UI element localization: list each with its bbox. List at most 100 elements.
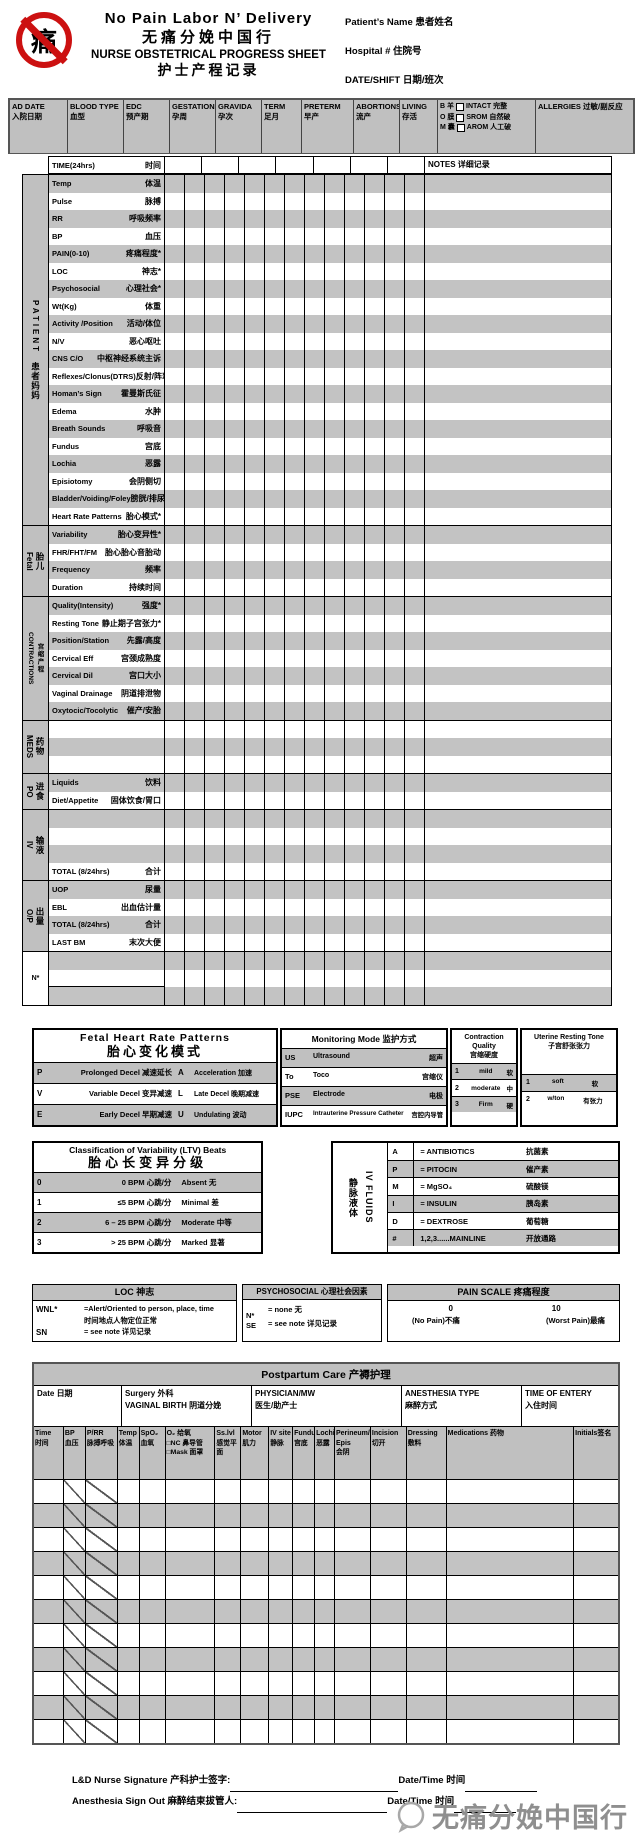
flowsheet-entry-cell[interactable] xyxy=(284,845,304,863)
flowsheet-entry-cell[interactable] xyxy=(224,702,244,720)
flowsheet-entry-cell[interactable] xyxy=(284,367,304,385)
postpartum-cell[interactable] xyxy=(63,1504,86,1528)
flowsheet-entry-cell[interactable] xyxy=(404,578,424,596)
flowsheet-entry-cell[interactable] xyxy=(324,578,344,596)
postpartum-cell[interactable] xyxy=(241,1648,270,1672)
flowsheet-entry-cell[interactable] xyxy=(324,315,344,333)
flowsheet-entry-cell[interactable] xyxy=(384,738,404,756)
flowsheet-entry-cell[interactable] xyxy=(344,350,364,368)
flowsheet-entry-cell[interactable] xyxy=(284,632,304,650)
postpartum-cell[interactable] xyxy=(293,1576,316,1600)
notes-entry-cell[interactable] xyxy=(424,845,611,863)
notes-entry-cell[interactable] xyxy=(424,262,611,280)
postpartum-cell[interactable] xyxy=(34,1600,64,1624)
notes-entry-cell[interactable] xyxy=(424,175,611,193)
flowsheet-entry-cell[interactable] xyxy=(244,280,264,298)
hospital-number-field[interactable]: Hospital # 住院号 xyxy=(345,46,422,57)
flowsheet-entry-cell[interactable] xyxy=(364,490,384,508)
postpartum-cell[interactable] xyxy=(447,1672,575,1696)
flowsheet-entry-cell[interactable] xyxy=(304,702,324,720)
admission-col-ad-date[interactable]: AD DATE 入院日期 xyxy=(10,100,68,153)
postpartum-cell[interactable] xyxy=(407,1600,447,1624)
postpartum-cell[interactable] xyxy=(371,1720,407,1744)
flowsheet-entry-cell[interactable] xyxy=(324,472,344,490)
postpartum-cell[interactable] xyxy=(269,1696,294,1720)
flowsheet-entry-cell[interactable] xyxy=(204,933,224,951)
flowsheet-entry-cell[interactable] xyxy=(404,526,424,544)
postpartum-cell[interactable] xyxy=(315,1552,335,1576)
notes-entry-cell[interactable] xyxy=(424,385,611,403)
flowsheet-entry-cell[interactable] xyxy=(204,297,224,315)
flowsheet-entry-cell[interactable] xyxy=(224,667,244,685)
flowsheet-entry-cell[interactable] xyxy=(164,916,184,934)
allergies-cell[interactable]: ALLERGIES 过敏/副反应 xyxy=(538,102,623,111)
flowsheet-entry-cell[interactable] xyxy=(244,881,264,899)
flowsheet-entry-cell[interactable] xyxy=(364,402,384,420)
flowsheet-entry-cell[interactable] xyxy=(304,315,324,333)
postpartum-cell[interactable] xyxy=(140,1504,166,1528)
flowsheet-entry-cell[interactable] xyxy=(164,472,184,490)
postpartum-cell[interactable] xyxy=(34,1720,64,1744)
postpartum-cell[interactable] xyxy=(85,1480,118,1504)
flowsheet-entry-cell[interactable] xyxy=(264,227,284,245)
flowsheet-entry-cell[interactable] xyxy=(384,720,404,738)
flowsheet-entry-cell[interactable] xyxy=(324,192,344,210)
flowsheet-entry-cell[interactable] xyxy=(384,791,404,809)
postpartum-cell[interactable] xyxy=(407,1720,447,1744)
postpartum-cell[interactable] xyxy=(241,1504,270,1528)
flowsheet-entry-cell[interactable] xyxy=(284,738,304,756)
postpartum-cell[interactable] xyxy=(166,1720,216,1744)
postpartum-cell[interactable] xyxy=(269,1624,294,1648)
flowsheet-entry-cell[interactable] xyxy=(244,437,264,455)
notes-entry-cell[interactable] xyxy=(424,969,611,987)
flowsheet-entry-cell[interactable] xyxy=(244,632,264,650)
flowsheet-entry-cell[interactable] xyxy=(244,597,264,615)
flowsheet-entry-cell[interactable] xyxy=(324,402,344,420)
flowsheet-entry-cell[interactable] xyxy=(364,987,384,1005)
flowsheet-entry-cell[interactable] xyxy=(184,472,204,490)
flowsheet-entry-cell[interactable] xyxy=(304,420,324,438)
flowsheet-entry-cell[interactable] xyxy=(404,280,424,298)
postpartum-cell[interactable] xyxy=(63,1576,86,1600)
flowsheet-entry-cell[interactable] xyxy=(284,791,304,809)
flowsheet-entry-cell[interactable] xyxy=(284,507,304,525)
flowsheet-entry-cell[interactable] xyxy=(304,791,324,809)
postpartum-cell[interactable] xyxy=(335,1576,371,1600)
flowsheet-entry-cell[interactable] xyxy=(184,614,204,632)
flowsheet-entry-cell[interactable] xyxy=(304,367,324,385)
flowsheet-entry-cell[interactable] xyxy=(384,420,404,438)
flowsheet-entry-cell[interactable] xyxy=(264,881,284,899)
flowsheet-entry-cell[interactable] xyxy=(184,987,204,1005)
notes-entry-cell[interactable] xyxy=(424,827,611,845)
flowsheet-entry-cell[interactable] xyxy=(244,952,264,970)
flowsheet-entry-cell[interactable] xyxy=(304,297,324,315)
flowsheet-entry-cell[interactable] xyxy=(184,933,204,951)
flowsheet-entry-cell[interactable] xyxy=(224,561,244,579)
flowsheet-entry-cell[interactable] xyxy=(404,933,424,951)
patient-name-field[interactable]: Patient’s Name 患者姓名 xyxy=(345,17,454,28)
postpartum-cell[interactable] xyxy=(315,1720,335,1744)
flowsheet-entry-cell[interactable] xyxy=(384,881,404,899)
flowsheet-entry-cell[interactable] xyxy=(304,755,324,773)
flowsheet-entry-cell[interactable] xyxy=(184,578,204,596)
postpartum-cell[interactable] xyxy=(335,1696,371,1720)
admission-col-preterm[interactable]: PRETERM 早产 xyxy=(302,100,354,153)
flowsheet-entry-cell[interactable] xyxy=(284,702,304,720)
flowsheet-entry-cell[interactable] xyxy=(284,969,304,987)
flowsheet-entry-cell[interactable] xyxy=(184,402,204,420)
flowsheet-entry-cell[interactable] xyxy=(304,472,324,490)
flowsheet-entry-cell[interactable] xyxy=(344,738,364,756)
flowsheet-entry-cell[interactable] xyxy=(264,561,284,579)
flowsheet-entry-cell[interactable] xyxy=(344,597,364,615)
postpartum-cell[interactable] xyxy=(140,1696,166,1720)
flowsheet-entry-cell[interactable] xyxy=(204,898,224,916)
flowsheet-entry-cell[interactable] xyxy=(164,315,184,333)
flowsheet-entry-cell[interactable] xyxy=(244,192,264,210)
notes-entry-cell[interactable] xyxy=(424,720,611,738)
flowsheet-entry-cell[interactable] xyxy=(344,578,364,596)
flowsheet-entry-cell[interactable] xyxy=(344,192,364,210)
postpartum-cell[interactable] xyxy=(241,1576,270,1600)
flowsheet-entry-cell[interactable] xyxy=(224,367,244,385)
flowsheet-entry-cell[interactable] xyxy=(264,933,284,951)
postpartum-cell[interactable] xyxy=(34,1552,64,1576)
